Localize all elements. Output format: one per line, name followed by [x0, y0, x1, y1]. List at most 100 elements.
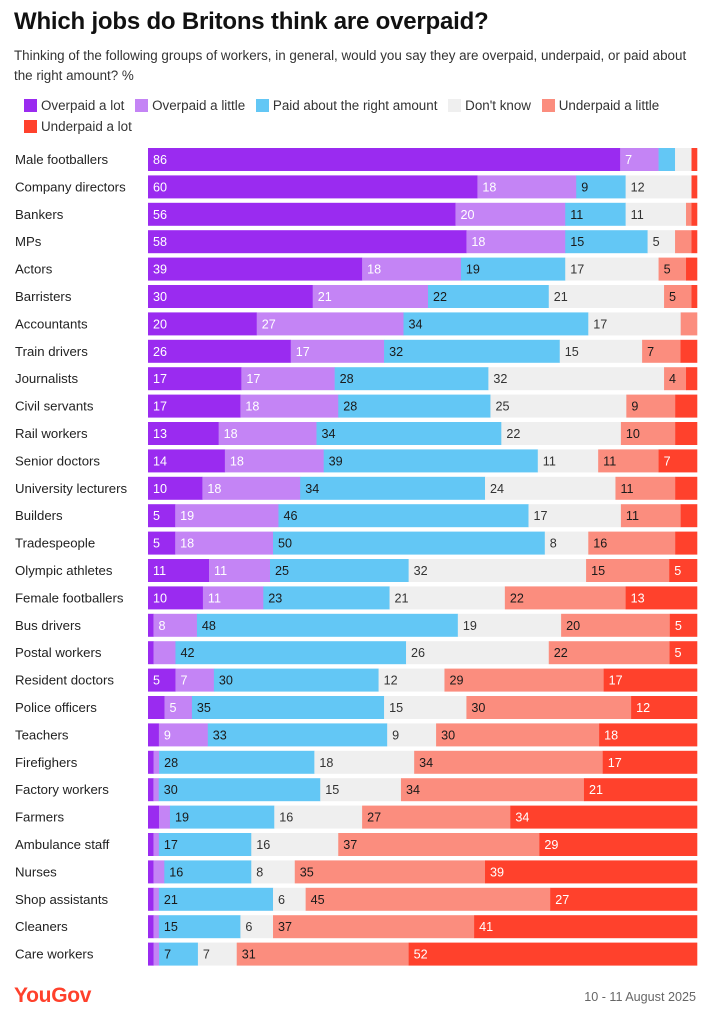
data-label: 46	[283, 509, 297, 523]
bar-segment	[490, 394, 627, 418]
bar-segment	[466, 230, 566, 254]
bar-segment	[647, 230, 676, 254]
legend-item: Underpaid a lot	[24, 119, 132, 134]
bar-segment	[148, 641, 154, 665]
bar-segment	[148, 778, 154, 802]
fieldwork-date: 10 - 11 August 2025	[584, 990, 696, 1004]
bar-segment	[664, 367, 687, 391]
bar-segment	[290, 339, 385, 363]
data-label: 26	[153, 345, 167, 359]
bar-segment	[625, 202, 687, 226]
legend: Overpaid a lot Overpaid a little Paid ab…	[24, 95, 704, 137]
data-label: 9	[164, 728, 171, 742]
bar-segment	[550, 887, 698, 911]
data-label: 17	[570, 263, 584, 277]
category-label: Company directors	[15, 179, 126, 194]
data-label: 18	[245, 400, 259, 414]
bar-segment	[675, 476, 698, 500]
bar-segment	[691, 175, 698, 199]
bar-segment	[148, 915, 154, 939]
data-label: 5	[669, 290, 676, 304]
data-label: 41	[479, 920, 493, 934]
data-label: 25	[275, 564, 289, 578]
bar-segment	[175, 641, 407, 665]
legend-swatch	[448, 99, 462, 112]
data-label: 24	[490, 482, 504, 496]
bar-segment	[213, 668, 379, 692]
legend-item: Overpaid a lot	[24, 98, 124, 113]
category-label: Nurses	[15, 864, 57, 879]
bar-segment	[274, 805, 363, 829]
bar-segment	[207, 723, 388, 747]
category-label: Factory workers	[15, 782, 109, 797]
bar-segment	[686, 367, 698, 391]
data-label: 11	[603, 454, 616, 468]
category-label: Farmers	[15, 810, 64, 825]
bar-segment	[175, 668, 215, 692]
data-label: 39	[490, 865, 504, 879]
bar-segment	[400, 778, 585, 802]
bar-segment	[588, 312, 681, 336]
category-label: Journalists	[15, 371, 78, 386]
bar-segment	[362, 805, 511, 829]
bar-segment	[158, 805, 171, 829]
bar-segment	[148, 175, 478, 199]
legend-item: Overpaid a little	[135, 98, 245, 113]
data-label: 7	[180, 674, 187, 688]
bar-segment	[312, 285, 429, 308]
bar-segment	[561, 613, 671, 637]
data-label: 17	[608, 756, 622, 770]
bar-segment	[300, 476, 486, 500]
data-label: 27	[262, 317, 276, 331]
data-label: 34	[408, 317, 422, 331]
bar-segment	[202, 476, 301, 500]
data-label: 18	[319, 756, 333, 770]
data-label: 42	[180, 646, 194, 660]
bar-segment	[686, 202, 692, 226]
legend-item: Paid about the right amount	[255, 98, 438, 113]
category-label: Builders	[15, 508, 63, 523]
data-label: 17	[593, 317, 607, 331]
data-label: 25	[495, 400, 509, 414]
bar-segment	[408, 942, 698, 966]
bar-segment	[334, 367, 489, 391]
data-label: 17	[534, 509, 548, 523]
data-label: 16	[169, 865, 183, 879]
data-label: 7	[164, 948, 171, 962]
bar-segment	[658, 257, 687, 281]
data-label: 5	[675, 619, 682, 633]
category-label: Postal workers	[15, 645, 102, 660]
data-label: 13	[153, 427, 167, 441]
data-label: 5	[653, 235, 660, 249]
bar-segment	[218, 422, 317, 445]
data-label: 18	[180, 537, 194, 551]
legend-swatch	[541, 99, 555, 112]
bar-segment	[191, 696, 385, 719]
bar-segment	[148, 504, 176, 528]
category-label: Police officers	[15, 700, 97, 715]
data-label: 35	[197, 701, 211, 715]
data-label: 16	[593, 537, 607, 551]
bar-segment	[691, 148, 698, 171]
bar-segment	[316, 422, 502, 445]
bar-segment	[602, 750, 698, 774]
bar-segment	[224, 449, 324, 473]
bar-segment	[158, 887, 274, 911]
bar-segment	[159, 942, 199, 966]
bar-segment	[626, 394, 676, 418]
bar-segment	[148, 394, 241, 418]
bar-segment	[615, 476, 676, 500]
data-label: 7	[664, 454, 671, 468]
bar-segment	[403, 312, 589, 336]
legend-label: Paid about the right amount	[272, 98, 438, 113]
bar-segment	[148, 531, 176, 555]
bar-segment	[408, 559, 587, 582]
category-label: Care workers	[15, 947, 94, 962]
data-label: 8	[256, 865, 263, 879]
data-label: 8	[158, 619, 165, 633]
data-label: 10	[153, 482, 167, 496]
legend-label: Underpaid a lot	[41, 119, 132, 134]
data-label: 5	[674, 564, 681, 578]
data-label: 31	[242, 948, 256, 962]
data-label: 6	[278, 893, 285, 907]
